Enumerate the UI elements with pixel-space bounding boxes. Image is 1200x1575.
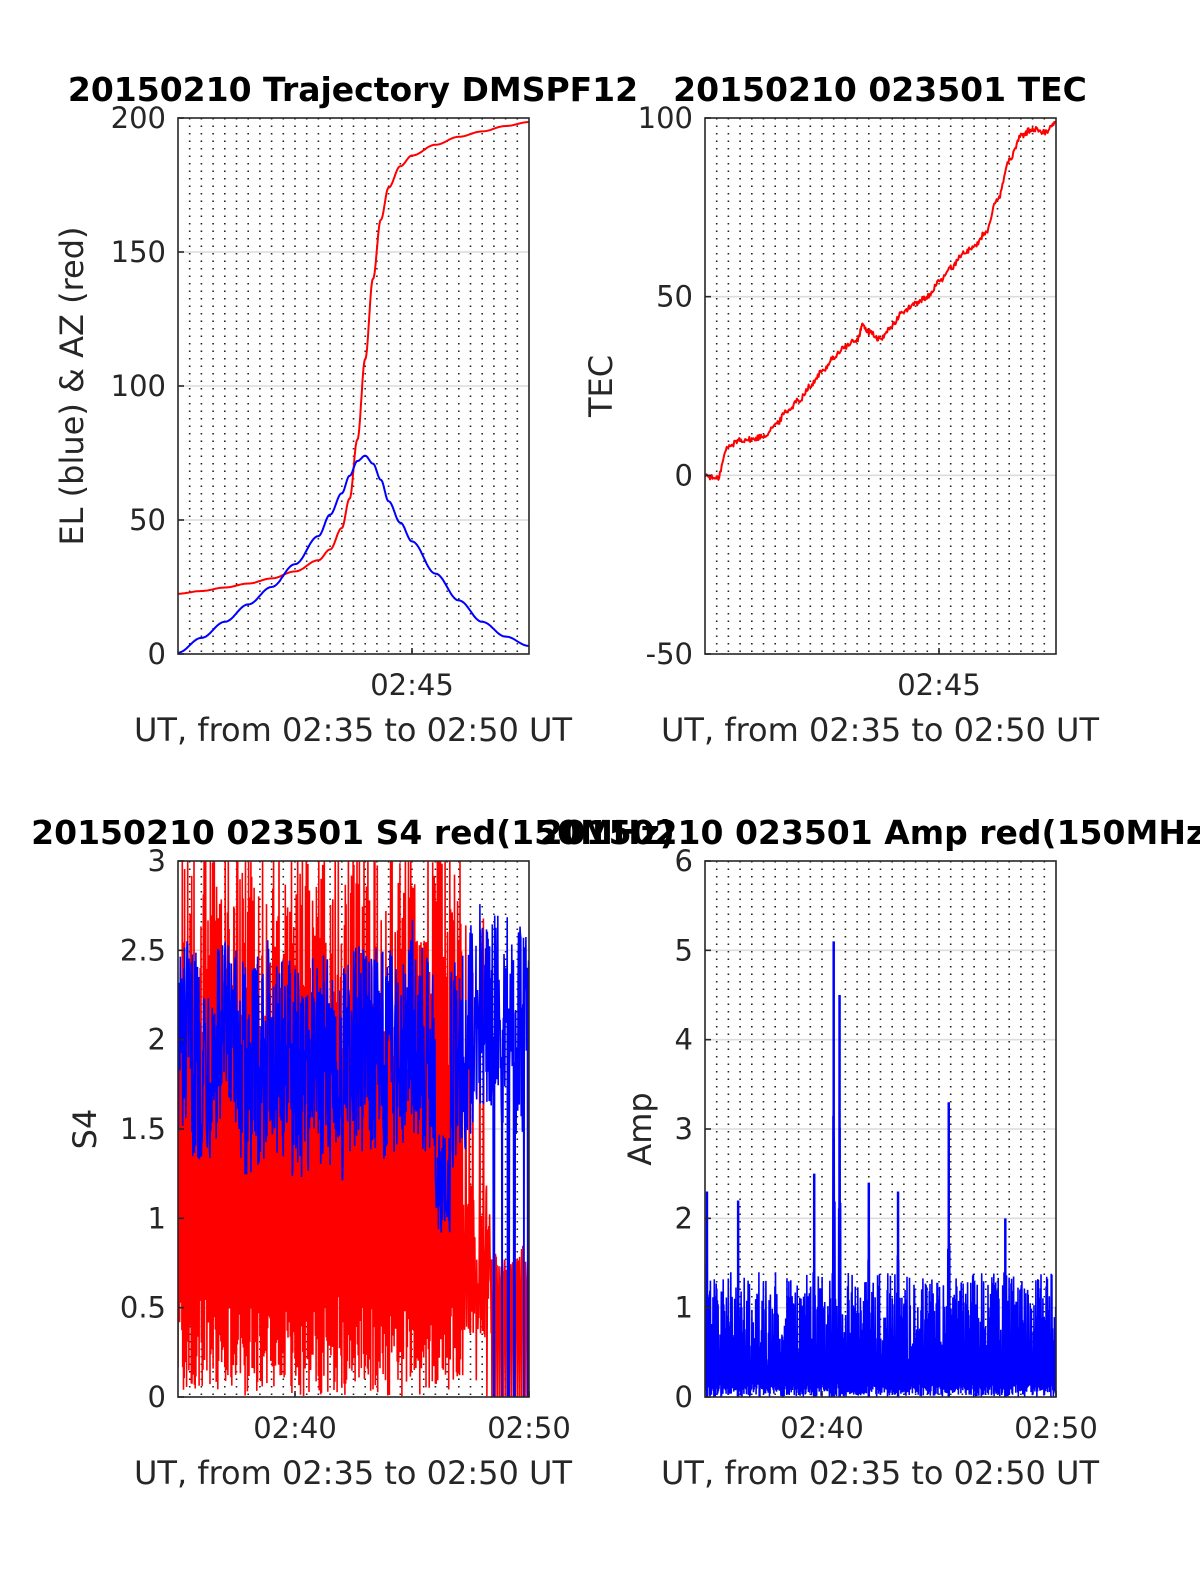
xtick-label: 02:40: [780, 1411, 864, 1445]
amp-yticks: 0 1 2 3 4 5 6: [675, 844, 711, 1414]
amp-series: [705, 941, 1056, 1397]
ytick-label: 0: [148, 637, 166, 671]
xtick-label: 02:50: [487, 1411, 571, 1445]
s4-series: [178, 861, 529, 1397]
ytick-label: -50: [646, 637, 693, 671]
ytick-label: 0.5: [120, 1291, 166, 1325]
trajectory-series: [178, 121, 529, 654]
trajectory-xticks: 02:45: [370, 648, 454, 702]
trajectory-series-line-0: [178, 121, 529, 595]
trajectory-xlabel: UT, from 02:35 to 02:50 UT: [134, 711, 572, 749]
ytick-label: 0: [675, 1380, 693, 1414]
trajectory-ylabel: EL (blue) & AZ (red): [53, 226, 91, 545]
tec-grid: [705, 118, 1056, 654]
xtick-label: 02:45: [897, 668, 981, 702]
ytick-label: 3: [675, 1112, 693, 1146]
ytick-label: 50: [129, 503, 166, 537]
ytick-label: 0: [675, 458, 693, 492]
s4-panel: 20150210 023501 S4 red(150MHz) 0 0.5 1 1.5 2…: [31, 813, 675, 1492]
ytick-label: 1: [675, 1291, 693, 1325]
tec-xlabel: UT, from 02:35 to 02:50 UT: [661, 711, 1099, 749]
tec-yticks: -50 0 50 100: [638, 101, 711, 671]
ytick-label: 100: [111, 369, 166, 403]
amp-xlabel: UT, from 02:35 to 02:50 UT: [661, 1454, 1099, 1492]
amp-series-line-0: [705, 1037, 1056, 1397]
tec-axes-box: [704, 117, 1057, 655]
s4-xticks: 02:40 02:50: [253, 1391, 571, 1445]
s4-xlabel: UT, from 02:35 to 02:50 UT: [134, 1454, 572, 1492]
trajectory-title: 20150210 Trajectory DMSPF12: [68, 70, 638, 109]
ytick-label: 150: [111, 235, 166, 269]
ytick-label: 0: [148, 1380, 166, 1414]
trajectory-panel: 20150210 Trajectory DMSPF12 0 50 100 150 200…: [53, 70, 638, 749]
ytick-label: 4: [675, 1023, 693, 1057]
amp-ylabel: Amp: [621, 1092, 659, 1165]
tec-series-line-0: [705, 120, 1056, 481]
tec-series: [705, 120, 1056, 481]
xtick-label: 02:45: [370, 668, 454, 702]
amp-title: 20150210 023501 Amp red(150MHz): [540, 813, 1200, 852]
trajectory-series-line-1: [178, 454, 529, 654]
ytick-label: 2: [148, 1023, 166, 1057]
s4-series-line-1: [178, 904, 529, 1397]
s4-title: 20150210 023501 S4 red(150MHz): [31, 813, 675, 852]
ytick-label: 100: [638, 101, 693, 135]
ytick-label: 200: [111, 101, 166, 135]
amp-panel: 20150210 023501 Amp red(150MHz) 0123456 …: [540, 813, 1200, 1492]
s4-ylabel: S4: [66, 1109, 104, 1150]
tec-title: 20150210 023501 TEC: [673, 70, 1087, 109]
ytick-label: 2: [675, 1201, 693, 1235]
amp-xticks: 02:40 02:50: [780, 1391, 1098, 1445]
ytick-label: 1: [148, 1201, 166, 1235]
ytick-label: 6: [675, 844, 693, 878]
ytick-label: 50: [656, 280, 693, 314]
tec-xticks: 02:45: [897, 648, 981, 702]
tec-panel: 20150210 023501 TEC -50 0 50 100 02:45 UT, …: [582, 70, 1099, 749]
ytick-label: 3: [148, 844, 166, 878]
ytick-label: 1.5: [120, 1112, 166, 1146]
ytick-label: 5: [675, 933, 693, 967]
xtick-label: 02:40: [253, 1411, 337, 1445]
tec-ylabel: TEC: [582, 355, 620, 418]
s4-series-line-0: [178, 861, 529, 1397]
trajectory-yticks: 0 50 100 150 200: [111, 101, 184, 671]
trajectory-grid: [178, 118, 529, 654]
ytick-label: 2.5: [120, 933, 166, 967]
xtick-label: 02:50: [1014, 1411, 1098, 1445]
s4-yticks: 0 0.5 1 1.5 2 2.5 3: [120, 844, 184, 1414]
